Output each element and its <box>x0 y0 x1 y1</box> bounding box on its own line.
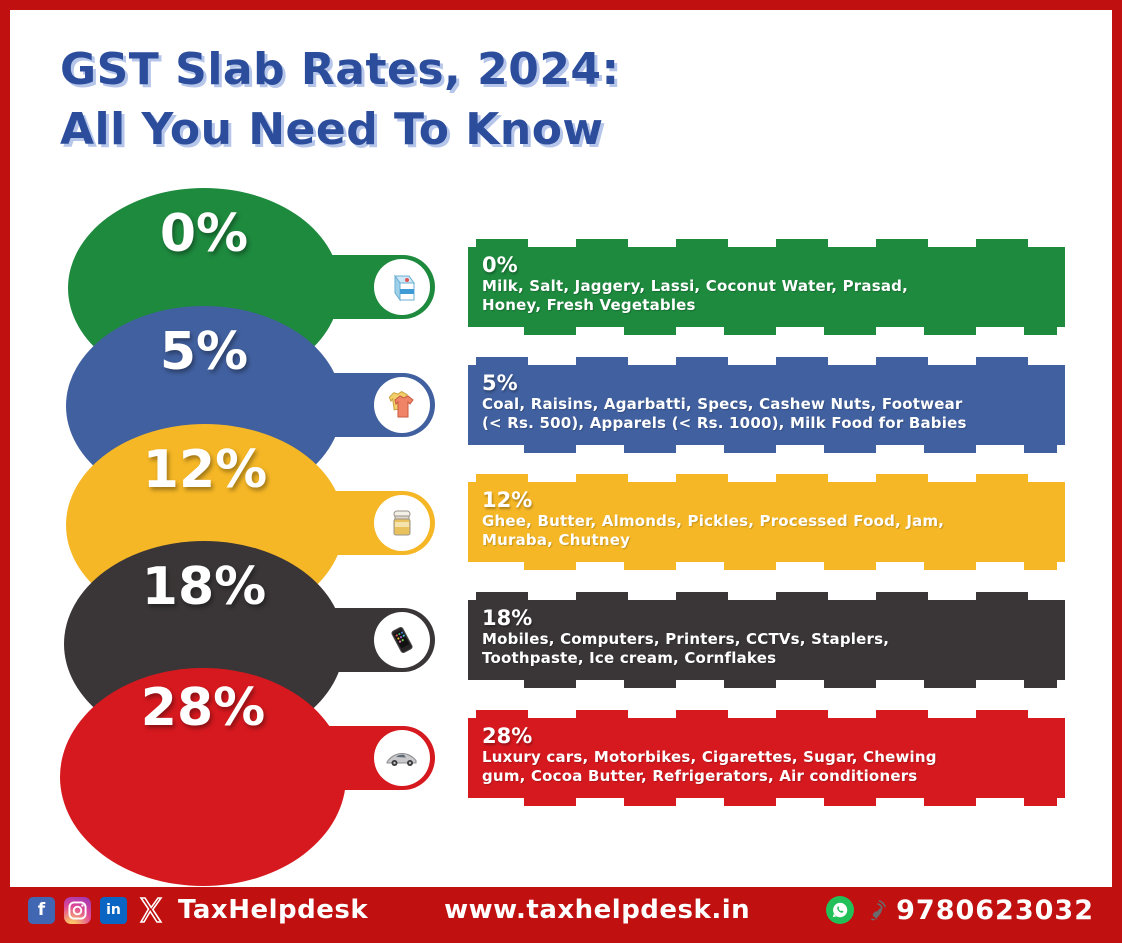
banner-items: Luxury cars, Motorbikes, Cigarettes, Sug… <box>482 748 1065 786</box>
phone-icon[interactable] <box>862 897 888 923</box>
banner-items-line2: Toothpaste, Ice cream, Cornflakes <box>482 649 777 667</box>
banner-items-line1: Mobiles, Computers, Printers, CCTVs, Sta… <box>482 630 890 648</box>
slab-banner-3: 18% Mobiles, Computers, Printers, CCTVs,… <box>468 592 1065 688</box>
whatsapp-icon[interactable] <box>826 896 855 924</box>
x-icon[interactable] <box>136 895 166 925</box>
facebook-icon[interactable]: f <box>28 896 55 924</box>
slab-banner-0: 0% Milk, Salt, Jaggery, Lassi, Coconut W… <box>468 239 1065 335</box>
ghee-jar-icon <box>393 510 411 536</box>
rate-label: 28% <box>140 678 266 738</box>
banner-items-line1: Milk, Salt, Jaggery, Lassi, Coconut Wate… <box>482 277 908 295</box>
milk-carton-icon <box>394 274 415 302</box>
icon-circle-3 <box>374 612 430 668</box>
icon-circle-4 <box>374 730 430 786</box>
page-title: GST Slab Rates, 2024: All You Need To Kn… <box>60 40 620 160</box>
banner-items-line1: Coal, Raisins, Agarbatti, Specs, Cashew … <box>482 395 963 413</box>
slab-banner-4: 28% Luxury cars, Motorbikes, Cigarettes,… <box>468 710 1065 806</box>
clothes-icon <box>388 390 414 418</box>
phone-number[interactable]: 9780623032 <box>896 894 1094 926</box>
rate-circle-4: 28% <box>60 668 346 886</box>
icon-circle-1 <box>374 377 430 433</box>
banner-rate: 0% <box>482 253 518 277</box>
icon-circle-2 <box>374 495 430 551</box>
icon-circle-0 <box>374 259 430 315</box>
banner-items: Coal, Raisins, Agarbatti, Specs, Cashew … <box>482 395 1065 433</box>
smartphone-icon <box>391 626 413 654</box>
website-url[interactable]: www.taxhelpdesk.in <box>444 895 751 925</box>
content-area: GST Slab Rates, 2024: All You Need To Kn… <box>10 10 1112 887</box>
banner-items: Mobiles, Computers, Printers, CCTVs, Sta… <box>482 630 1065 668</box>
rate-label: 12% <box>142 440 268 500</box>
social-icons: f in <box>28 895 166 925</box>
brand-name: TaxHelpdesk <box>178 895 369 925</box>
instagram-icon[interactable] <box>64 896 91 924</box>
rate-label: 18% <box>141 557 267 617</box>
banner-rate: 18% <box>482 606 533 630</box>
banner-items: Milk, Salt, Jaggery, Lassi, Coconut Wate… <box>482 277 1065 315</box>
linkedin-icon[interactable]: in <box>100 896 127 924</box>
contact-block: 9780623032 <box>826 895 1094 926</box>
title-line-1: GST Slab Rates, 2024: <box>60 44 620 95</box>
banner-items: Ghee, Butter, Almonds, Pickles, Processe… <box>482 512 1065 550</box>
banner-items-line2: Honey, Fresh Vegetables <box>482 296 696 314</box>
banner-items-line2: Muraba, Chutney <box>482 531 631 549</box>
footer-bar: f in TaxHelpdesk www.taxhelpdesk.in <box>10 887 1112 933</box>
banner-rate: 12% <box>482 488 533 512</box>
banner-items-line2: (< Rs. 500), Apparels (< Rs. 1000), Milk… <box>482 414 967 432</box>
rate-label: 5% <box>159 322 249 382</box>
banner-items-line1: Luxury cars, Motorbikes, Cigarettes, Sug… <box>482 748 937 766</box>
slab-banner-2: 12% Ghee, Butter, Almonds, Pickles, Proc… <box>468 474 1065 570</box>
luxury-car-icon <box>386 752 417 766</box>
banner-rate: 28% <box>482 724 533 748</box>
slab-banner-1: 5% Coal, Raisins, Agarbatti, Specs, Cash… <box>468 357 1065 453</box>
rate-label: 0% <box>159 204 249 264</box>
banner-rate: 5% <box>482 371 518 395</box>
title-line-2: All You Need To Know <box>60 104 604 155</box>
banner-items-line2: gum, Cocoa Butter, Refrigerators, Air co… <box>482 767 918 785</box>
banner-items-line1: Ghee, Butter, Almonds, Pickles, Processe… <box>482 512 945 530</box>
